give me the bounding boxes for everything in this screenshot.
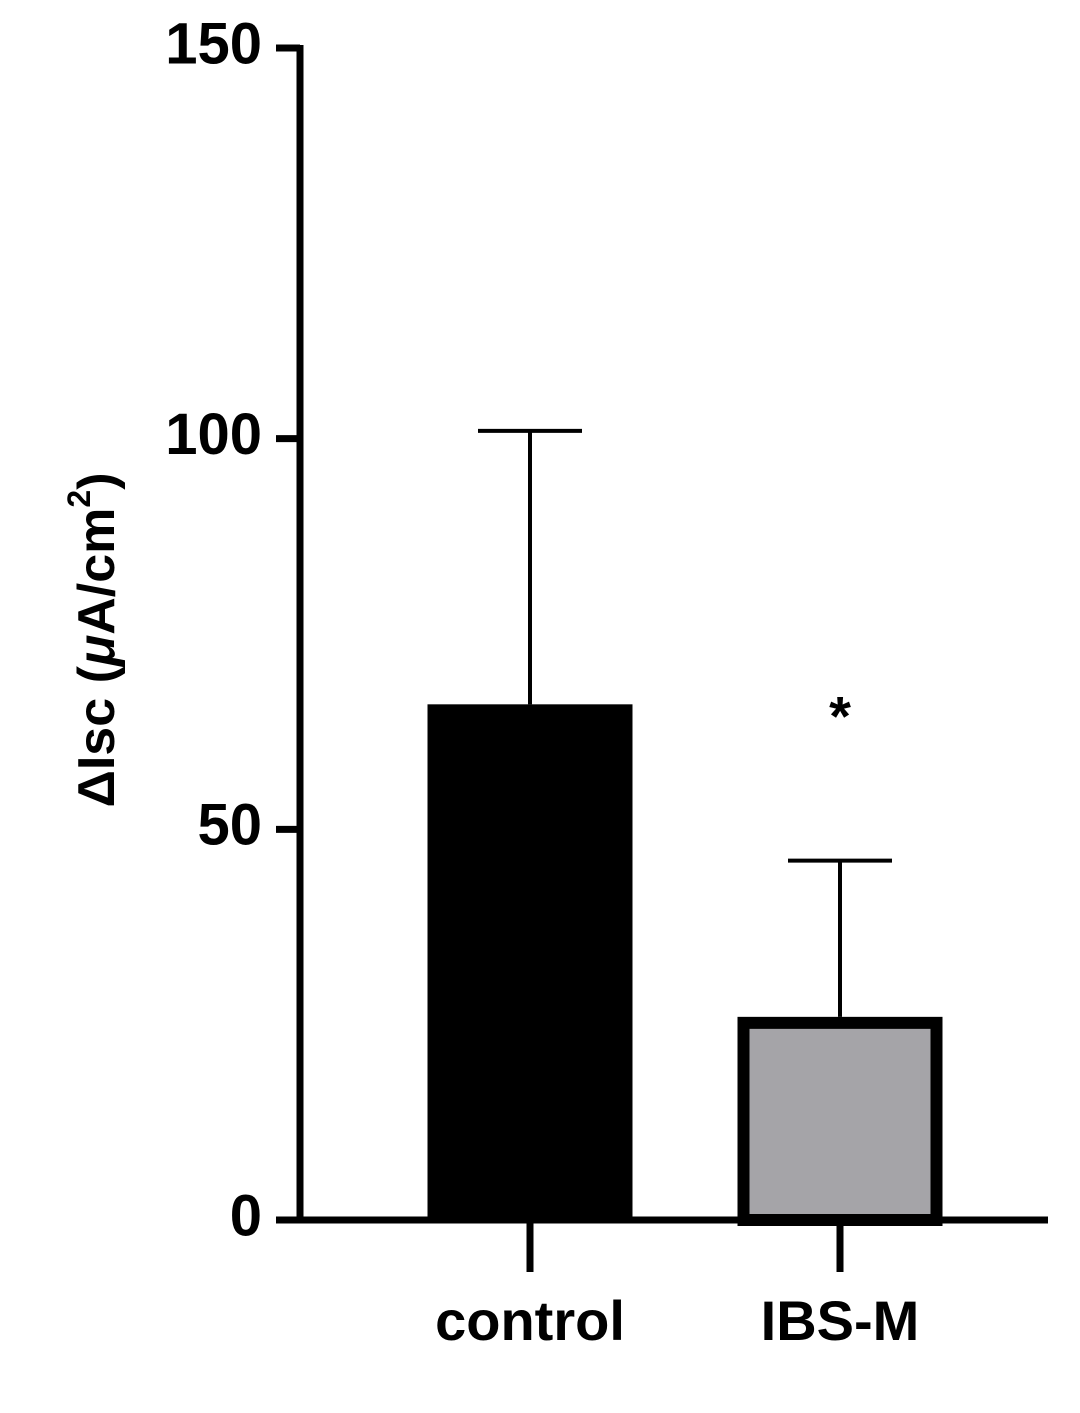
y-axis-label: ΔIsc (μA/cm2) bbox=[61, 472, 125, 807]
y-tick-label: 100 bbox=[165, 402, 262, 467]
y-label-prefix: ΔIsc ( bbox=[68, 665, 126, 807]
annotation: * bbox=[829, 684, 851, 747]
bar bbox=[737, 1016, 943, 1226]
y-label-mu: μ bbox=[68, 635, 126, 668]
y-label-unit: A/cm bbox=[68, 508, 126, 635]
y-label-sup: 2 bbox=[61, 490, 97, 508]
x-tick-label: IBS-M bbox=[761, 1289, 920, 1352]
y-tick-label: 150 bbox=[165, 11, 262, 76]
y-tick-label: 50 bbox=[197, 793, 262, 858]
y-tick-label: 0 bbox=[230, 1183, 262, 1248]
bar bbox=[427, 704, 633, 1220]
y-label-suffix: ) bbox=[68, 472, 126, 489]
x-tick-label: control bbox=[435, 1289, 625, 1352]
